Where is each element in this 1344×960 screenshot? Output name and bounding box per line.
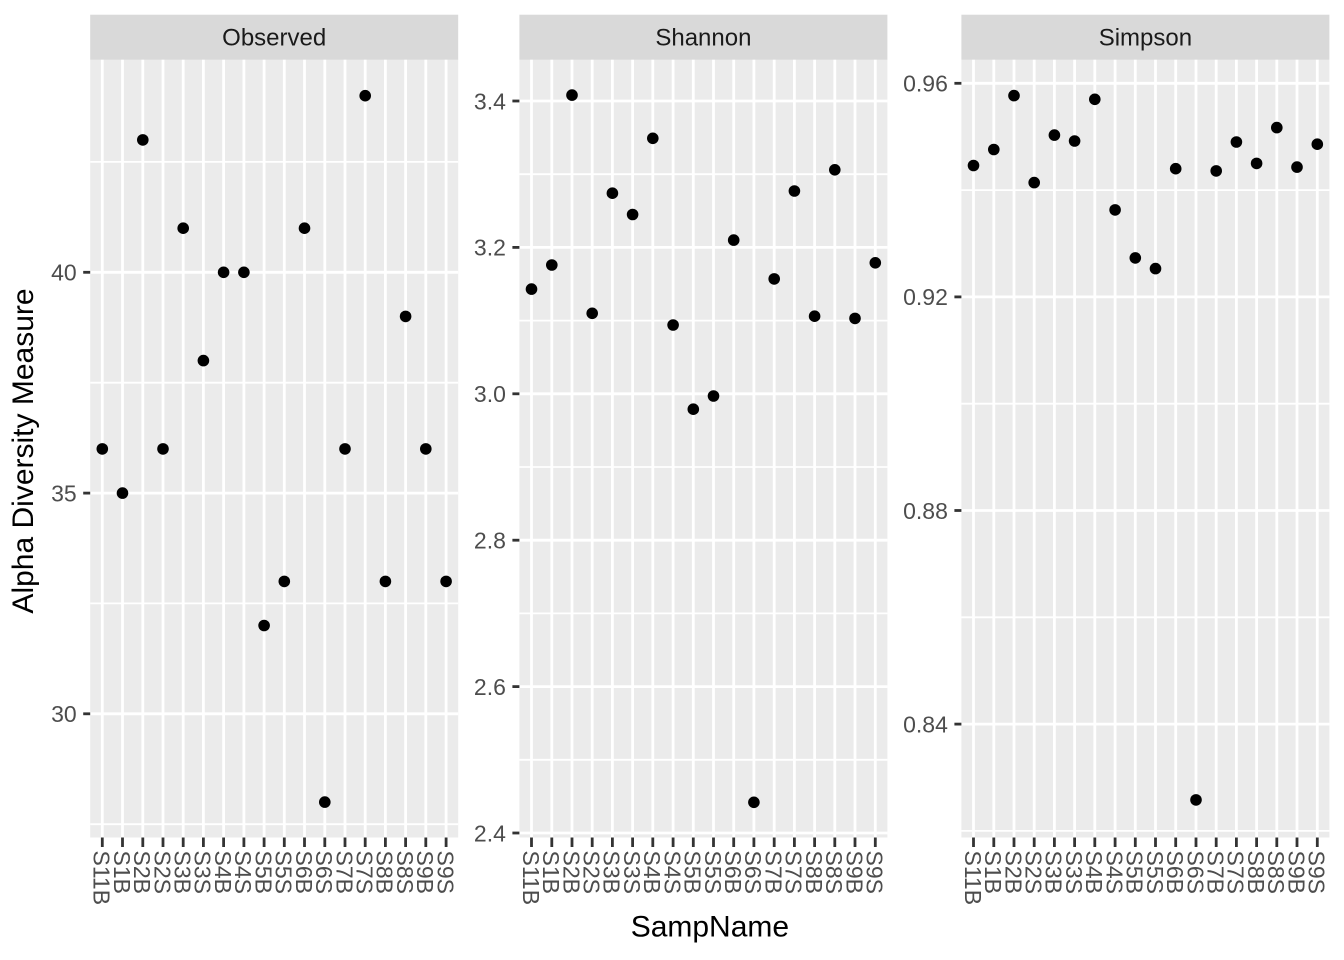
svg-text:0.84: 0.84: [903, 711, 948, 737]
svg-text:S8B: S8B: [1243, 851, 1269, 894]
svg-text:S6B: S6B: [720, 851, 746, 894]
svg-text:S4S: S4S: [659, 851, 685, 894]
svg-text:S3B: S3B: [599, 851, 625, 894]
svg-text:S2S: S2S: [1020, 851, 1046, 894]
svg-text:S8S: S8S: [821, 851, 847, 894]
svg-text:S6S: S6S: [740, 851, 766, 894]
svg-text:S8S: S8S: [392, 851, 418, 894]
svg-text:S2B: S2B: [558, 851, 584, 894]
svg-text:S2S: S2S: [149, 851, 175, 894]
svg-text:S7S: S7S: [352, 851, 378, 894]
svg-text:0.96: 0.96: [903, 71, 948, 97]
svg-text:S3B: S3B: [1041, 851, 1067, 894]
svg-text:S3S: S3S: [619, 851, 645, 894]
svg-text:0.88: 0.88: [903, 498, 948, 524]
svg-text:S7S: S7S: [1223, 851, 1249, 894]
svg-text:30: 30: [51, 701, 77, 727]
svg-text:S11B: S11B: [89, 851, 115, 906]
svg-text:S5S: S5S: [700, 851, 726, 894]
svg-text:S4B: S4B: [639, 851, 665, 894]
svg-text:S9B: S9B: [841, 851, 867, 894]
svg-text:S5S: S5S: [271, 851, 297, 894]
svg-text:S7S: S7S: [781, 851, 807, 894]
svg-text:S1B: S1B: [980, 851, 1006, 894]
svg-text:S6B: S6B: [291, 851, 317, 894]
svg-text:S9B: S9B: [1283, 851, 1309, 894]
svg-text:S1B: S1B: [538, 851, 564, 894]
svg-text:S7B: S7B: [761, 851, 787, 894]
svg-text:S9B: S9B: [412, 851, 438, 894]
svg-text:Shannon: Shannon: [655, 25, 751, 52]
svg-text:Observed: Observed: [222, 25, 326, 52]
svg-text:0.92: 0.92: [903, 284, 948, 310]
svg-text:S11B: S11B: [518, 851, 544, 906]
svg-text:S8B: S8B: [372, 851, 398, 894]
svg-text:S5B: S5B: [1122, 851, 1148, 894]
svg-text:S5B: S5B: [680, 851, 706, 894]
svg-text:S5B: S5B: [250, 851, 276, 894]
svg-text:S1B: S1B: [109, 851, 135, 894]
svg-text:S7B: S7B: [1203, 851, 1229, 894]
svg-text:S6B: S6B: [1162, 851, 1188, 894]
svg-text:S4S: S4S: [1101, 851, 1127, 894]
svg-text:Simpson: Simpson: [1099, 25, 1192, 52]
svg-text:S9S: S9S: [862, 851, 888, 894]
svg-text:S3B: S3B: [169, 851, 195, 894]
svg-text:3.4: 3.4: [474, 88, 506, 114]
svg-text:2.6: 2.6: [474, 674, 506, 700]
svg-text:S5S: S5S: [1142, 851, 1168, 894]
svg-text:3.0: 3.0: [474, 381, 506, 407]
svg-text:S6S: S6S: [1182, 851, 1208, 894]
svg-text:S4B: S4B: [210, 851, 236, 894]
svg-text:2.8: 2.8: [474, 528, 506, 554]
svg-text:S8S: S8S: [1263, 851, 1289, 894]
svg-text:S9S: S9S: [1304, 851, 1330, 894]
svg-text:SampName: SampName: [631, 911, 789, 944]
svg-text:S3S: S3S: [190, 851, 216, 894]
svg-text:Alpha Diversity Measure: Alpha Diversity Measure: [7, 288, 40, 613]
svg-text:S9S: S9S: [432, 851, 458, 894]
svg-text:S2S: S2S: [579, 851, 605, 894]
svg-text:S2B: S2B: [129, 851, 155, 894]
svg-text:S4S: S4S: [230, 851, 256, 894]
svg-text:S6S: S6S: [311, 851, 337, 894]
svg-text:S3S: S3S: [1061, 851, 1087, 894]
svg-text:S11B: S11B: [960, 851, 986, 906]
svg-text:3.2: 3.2: [474, 235, 506, 261]
svg-text:S7B: S7B: [331, 851, 357, 894]
svg-text:35: 35: [51, 480, 77, 506]
svg-text:S4B: S4B: [1081, 851, 1107, 894]
svg-text:S2B: S2B: [1000, 851, 1026, 894]
svg-text:40: 40: [51, 260, 77, 286]
svg-text:2.4: 2.4: [474, 820, 506, 846]
svg-text:S8B: S8B: [801, 851, 827, 894]
